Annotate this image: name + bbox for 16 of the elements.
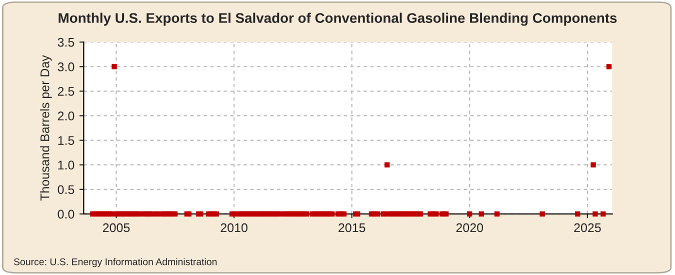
x-tick-label: 2015 [338, 223, 366, 232]
x-tick-label: 2025 [574, 223, 601, 232]
y-tick-label: 3.5 [58, 38, 74, 47]
y-tick-label: 0.0 [58, 210, 74, 219]
y-tick-label: 0.5 [58, 185, 74, 194]
y-tick-label: 3.0 [58, 62, 74, 72]
source-note: Source: U.S. Energy Information Administration [14, 258, 217, 268]
x-tick-label: 2010 [220, 223, 248, 232]
y-tick-label: 1.0 [58, 160, 74, 170]
chart-title: Monthly U.S. Exports to El Salvador of Conventional Gasoline Blending Components [58, 12, 617, 26]
y-tick-label: 1.5 [58, 136, 74, 145]
x-tick-label: 2005 [103, 223, 130, 232]
y-tick-label: 2.0 [58, 112, 74, 120]
y-axis-title: Thousand Barrels per Day [40, 55, 52, 201]
x-tick-label: 2020 [456, 223, 484, 232]
y-tick-label: 2.5 [58, 86, 74, 96]
